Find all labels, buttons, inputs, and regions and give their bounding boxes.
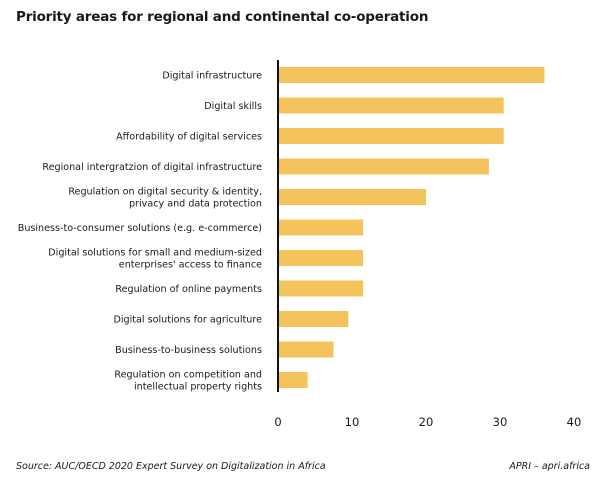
category-labels-group: Digital infrastructure Digital skills Affo… bbox=[18, 71, 262, 393]
bar-9 bbox=[278, 341, 334, 358]
x-tick-label-2: 20 bbox=[419, 415, 434, 429]
category-label-6-1: enterprises' access to finance bbox=[119, 260, 262, 271]
bar-4 bbox=[278, 189, 426, 205]
x-tick-label-4: 40 bbox=[567, 415, 582, 429]
category-label-10-0: Regulation on competition and bbox=[114, 370, 262, 381]
x-tick-labels-group: 0 10 20 30 40 bbox=[274, 415, 581, 429]
bars-group bbox=[278, 67, 545, 388]
bar-0 bbox=[278, 67, 545, 83]
x-tick-label-3: 30 bbox=[493, 415, 508, 429]
category-label-10-1: intellectual property rights bbox=[134, 382, 262, 393]
bar-3 bbox=[278, 158, 489, 175]
category-label-1-0: Digital skills bbox=[204, 101, 262, 112]
bar-1 bbox=[278, 97, 504, 114]
source-note: Source: AUC/OECD 2020 Expert Survey on D… bbox=[16, 461, 326, 472]
category-label-0-0: Digital infrastructure bbox=[162, 71, 262, 82]
category-label-2-0: Affordability of digital services bbox=[116, 132, 262, 143]
bar-8 bbox=[278, 311, 349, 327]
bar-7 bbox=[278, 280, 364, 297]
bar-10 bbox=[278, 372, 308, 388]
x-tick-label-0: 0 bbox=[274, 415, 281, 429]
chart-title: Priority areas for regional and continen… bbox=[16, 9, 429, 25]
credit-note: APRI – apri.africa bbox=[509, 461, 590, 472]
bar-2 bbox=[278, 128, 504, 144]
bar-chart: Digital infrastructure Digital skills Affo… bbox=[18, 60, 581, 429]
category-label-8-0: Digital solutions for agriculture bbox=[113, 315, 262, 326]
category-label-4-0: Regulation on digital security & identit… bbox=[68, 187, 262, 198]
category-label-4-1: privacy and data protection bbox=[129, 199, 262, 210]
category-label-6-0: Digital solutions for small and medium-s… bbox=[48, 248, 262, 259]
bar-5 bbox=[278, 219, 364, 236]
category-label-9-0: Business-to-business solutions bbox=[115, 345, 262, 356]
x-tick-label-1: 10 bbox=[345, 415, 360, 429]
bar-6 bbox=[278, 250, 364, 266]
category-label-7-0: Regulation of online payments bbox=[115, 284, 262, 295]
category-label-5-0: Business-to-consumer solutions (e.g. e-c… bbox=[18, 223, 262, 234]
category-label-3-0: Regional intergratzion of digital infras… bbox=[42, 162, 262, 173]
